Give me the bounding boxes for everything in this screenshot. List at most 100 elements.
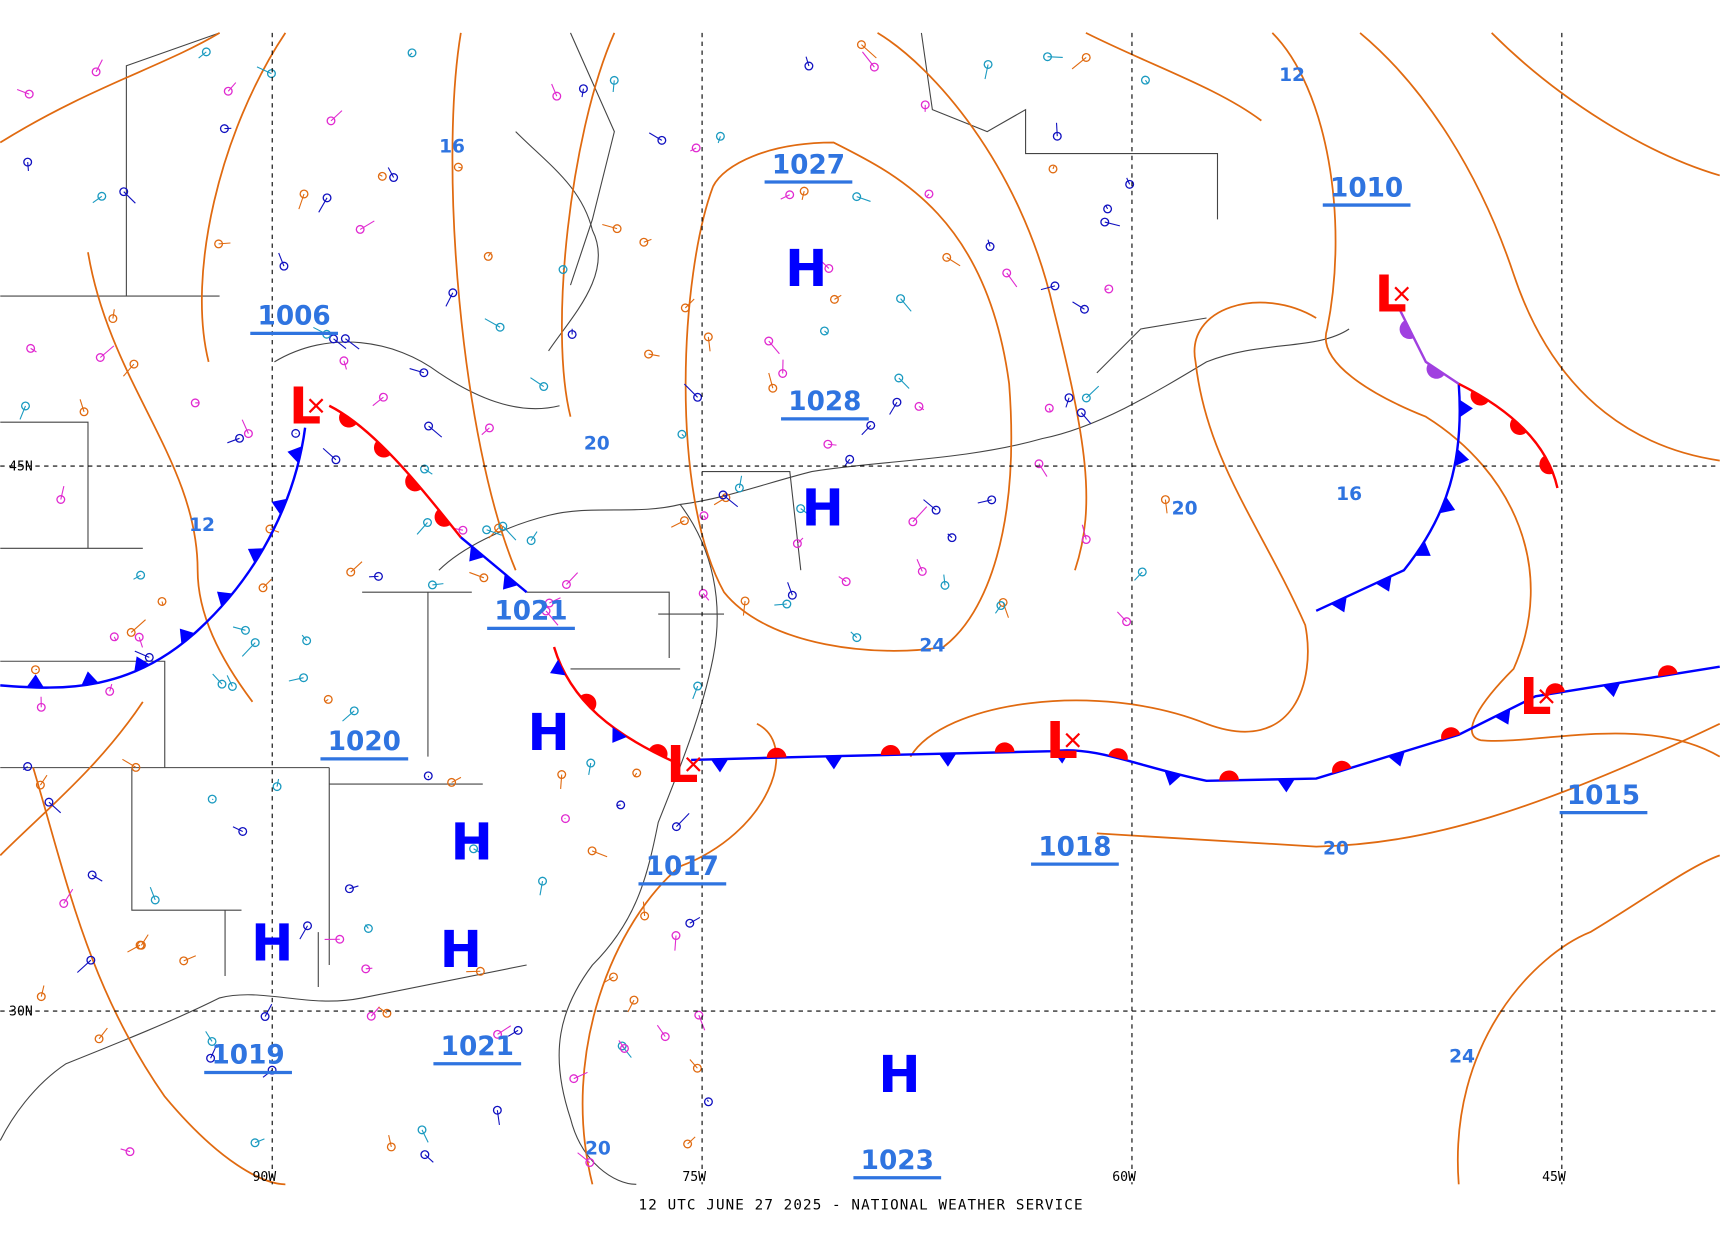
wind-barb: [684, 298, 695, 309]
wind-barb: [671, 520, 685, 528]
station-marker: [109, 632, 119, 642]
cold-symbol: [612, 727, 628, 743]
wind-barb: [923, 499, 937, 511]
wind-barb: [232, 626, 246, 631]
low-marker: [1539, 688, 1554, 704]
wind-barb: [861, 51, 875, 68]
semicircle: [994, 742, 1015, 753]
station-marker: [799, 186, 809, 196]
wind-barb: [946, 256, 961, 267]
station-marker: [355, 224, 365, 234]
wind-barb: [484, 318, 501, 328]
station-marker: [447, 777, 457, 787]
graticule: [0, 32, 1720, 1185]
low-marker: [1394, 286, 1410, 302]
station-marker: [852, 192, 862, 202]
wind-barb: [212, 673, 223, 685]
station-marker: [561, 579, 571, 589]
station-marker: [539, 382, 549, 392]
station-marker: [131, 762, 141, 772]
warm-symbol: [405, 474, 422, 492]
wind-barb: [602, 223, 618, 230]
station-marker: [856, 40, 866, 50]
station-marker: [616, 800, 626, 810]
wind-barb: [530, 377, 545, 388]
wind-barb: [738, 475, 743, 489]
station-marker: [1034, 459, 1044, 469]
warm-symbol: [880, 744, 901, 756]
wind-barb: [616, 804, 621, 807]
wind-barb: [838, 576, 847, 583]
station-marker: [685, 918, 695, 928]
lon-label: 60W: [1112, 1170, 1136, 1185]
station-marker: [558, 265, 568, 275]
wind-barb: [692, 685, 699, 700]
station-marker: [987, 495, 997, 505]
semicircle: [1470, 390, 1489, 406]
station-marker: [258, 583, 268, 593]
wind-barb: [387, 167, 395, 178]
station-marker: [498, 521, 508, 531]
lon-label: 75W: [682, 1170, 706, 1185]
station-marker: [346, 567, 356, 577]
wind-barb: [787, 582, 793, 596]
wind-barb: [545, 610, 559, 626]
wind-barb: [232, 826, 243, 832]
isobar: [877, 32, 1088, 571]
pressure-label: 1027: [772, 150, 845, 180]
semicircle: [1332, 760, 1352, 774]
station-marker: [493, 1029, 503, 1039]
triangle: [26, 674, 45, 688]
station-marker: [1103, 204, 1113, 214]
station-marker: [179, 956, 189, 966]
triangle: [938, 753, 957, 767]
wind-barb: [1134, 571, 1143, 581]
station-marker: [108, 314, 118, 324]
wind-barb: [469, 571, 485, 579]
triangle: [612, 727, 628, 743]
wind-barb: [591, 850, 608, 858]
warm-symbol: [1441, 727, 1461, 741]
isobar: [1085, 32, 1262, 122]
triangle: [1277, 779, 1295, 793]
station-marker: [552, 91, 562, 101]
station-marker: [419, 368, 429, 378]
wind-barb: [372, 396, 384, 407]
station-marker: [804, 61, 814, 71]
wind-barb: [1048, 407, 1052, 413]
pressure-label: 1021: [441, 1032, 514, 1062]
station-marker: [692, 1063, 702, 1073]
wind-barb: [1055, 122, 1058, 137]
station-marker: [119, 187, 129, 197]
isobar-label: 20: [585, 1139, 611, 1160]
wind-barb: [577, 1152, 591, 1163]
cold-symbol: [550, 659, 566, 676]
wind-barb: [947, 533, 953, 539]
station-marker: [996, 601, 1006, 611]
station-marker: [852, 633, 862, 643]
triangle: [1414, 541, 1431, 556]
triangle: [1459, 399, 1473, 418]
isobar: [561, 32, 616, 417]
station-marker: [824, 263, 834, 273]
wind-barb: [421, 1129, 429, 1143]
wind-barb: [1116, 611, 1127, 623]
station-marker: [135, 940, 145, 950]
wind-barb: [226, 675, 233, 687]
station-marker: [238, 826, 248, 836]
triangle: [1375, 575, 1392, 592]
wind-barb: [299, 925, 309, 940]
station-marker: [629, 995, 639, 1005]
wind-barb: [269, 528, 280, 533]
station-marker: [235, 433, 245, 443]
wind-barb: [63, 888, 74, 904]
wind-barb: [19, 405, 26, 420]
wind-barb: [350, 561, 363, 573]
station-marker: [382, 1008, 392, 1018]
station-marker: [458, 525, 468, 535]
semicircle: [880, 744, 901, 756]
wind-barb: [95, 59, 103, 73]
wind-barb: [92, 195, 103, 204]
high-center: H: [878, 1045, 920, 1104]
isobar-label: 24: [919, 635, 945, 656]
